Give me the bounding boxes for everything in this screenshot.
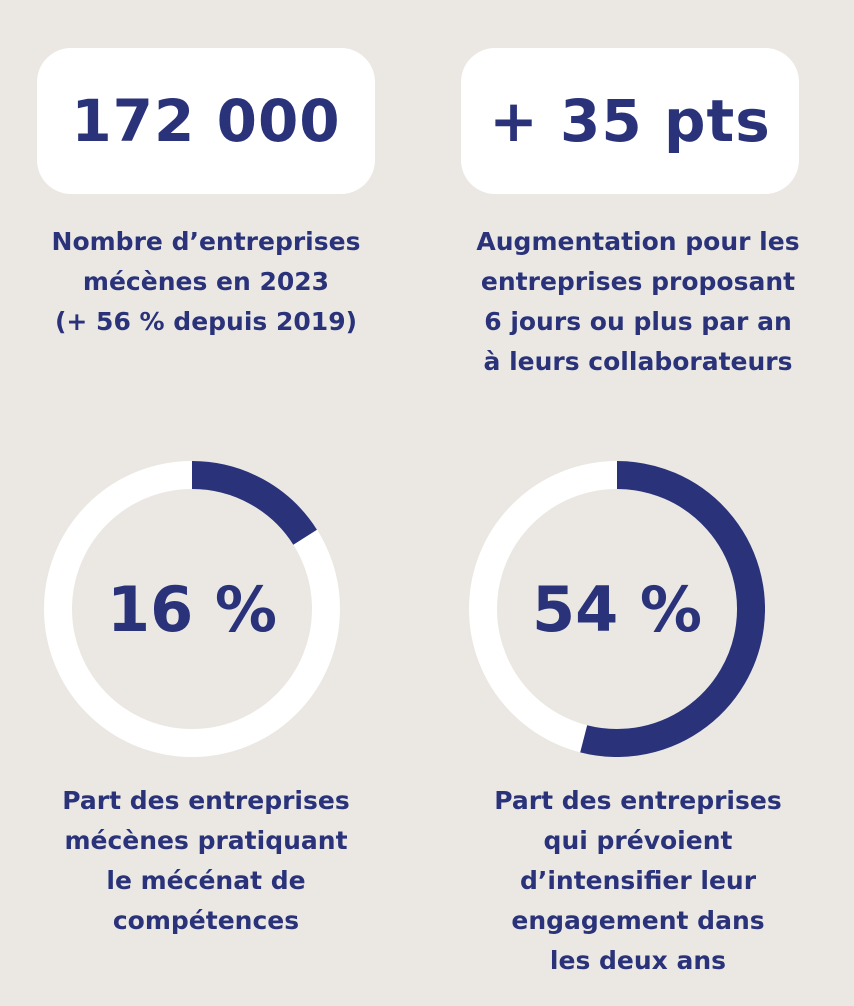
stat-card-companies: 172 000: [37, 48, 375, 194]
donut-arc-skills: [191, 461, 317, 546]
donut-label-intensify: 54 %: [532, 572, 702, 646]
donut-label-skills: 16 %: [107, 572, 277, 646]
stat-value-increase: + 35 pts: [489, 87, 771, 155]
stat-caption-increase: Augmentation pour les entreprises propos…: [476, 227, 800, 376]
donut-chart-skills: 16 %: [44, 461, 340, 757]
donut-svg-skills: [44, 461, 340, 757]
donut-arc-intensify: [580, 461, 765, 757]
donut-caption-skills: Part des entreprises mécènes pratiquant …: [62, 786, 350, 935]
donut-caption-intensify: Part des entreprises qui prévoient d’int…: [494, 786, 782, 975]
stat-card-increase: + 35 pts: [461, 48, 799, 194]
donut-svg-intensify: [469, 461, 765, 757]
donut-chart-intensify: 54 %: [469, 461, 765, 757]
stat-value-companies: 172 000: [71, 87, 341, 155]
stat-caption-companies: Nombre d’entreprises mécènes en 2023 (+ …: [51, 227, 361, 336]
